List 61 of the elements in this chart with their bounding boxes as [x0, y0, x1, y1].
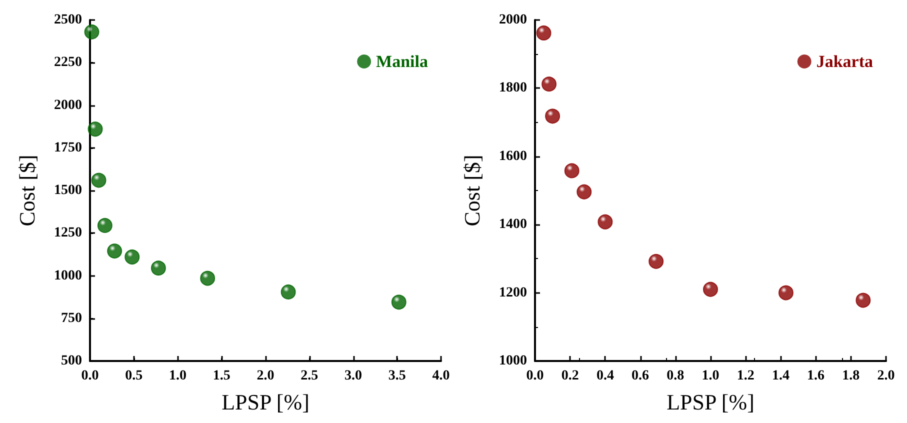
point	[598, 214, 613, 230]
y-tick-label: 2000	[499, 12, 527, 28]
x-tick-label: 2.0	[877, 368, 895, 384]
x-tick-label: 1.4	[772, 368, 790, 384]
point	[280, 284, 296, 300]
x-tick-label: 2.5	[300, 368, 318, 384]
point	[200, 270, 216, 286]
x-tick-label: 0.8	[666, 368, 684, 384]
x-tick-label: 1.0	[702, 368, 720, 384]
point	[391, 294, 406, 310]
point	[107, 244, 122, 259]
x-tick-label: 1.6	[807, 368, 825, 384]
point	[97, 218, 112, 233]
x-axis-title: LPSP [%]	[666, 390, 754, 414]
x-tick-label: 0.0	[526, 368, 544, 384]
x-tick-label: 0.0	[81, 368, 99, 384]
y-tick-label: 1500	[54, 183, 82, 198]
legend-label: Jakarta	[816, 52, 874, 71]
point	[536, 25, 552, 40]
point	[778, 285, 794, 300]
point	[648, 254, 664, 269]
point	[88, 122, 103, 137]
y-tick-label: 500	[61, 354, 82, 368]
y-tick-label: 1600	[499, 148, 527, 164]
x-tick-label: 3.0	[344, 368, 362, 384]
point	[564, 163, 580, 178]
point	[91, 172, 106, 188]
x-tick-label: 2.0	[256, 368, 274, 384]
point	[84, 24, 100, 40]
y-tick-label: 2000	[54, 98, 82, 113]
point	[576, 184, 592, 200]
x-tick-label: 3.5	[388, 368, 406, 384]
point	[542, 76, 557, 92]
y-axis-title: Cost [$]	[14, 154, 40, 226]
x-tick-label: 0.2	[561, 368, 579, 384]
x-tick-label: 0.5	[125, 368, 143, 384]
y-tick-label: 2500	[54, 12, 82, 28]
point	[150, 260, 166, 276]
x-tick-label: 4.0	[432, 368, 450, 384]
y-tick-label: 1400	[499, 217, 527, 232]
point	[703, 282, 718, 297]
y-tick-label: 1000	[499, 354, 527, 368]
y-tick-label: 1000	[54, 268, 82, 284]
legend-label: Manila	[376, 52, 428, 71]
y-tick-label: 1750	[54, 140, 82, 156]
x-tick-label: 0.6	[632, 368, 650, 384]
x-tick-label: 1.2	[736, 368, 754, 384]
x-tick-label: 1.5	[212, 368, 230, 384]
y-axis-title: Cost [$]	[460, 154, 484, 226]
y-tick-label: 750	[61, 310, 82, 326]
y-tick-label: 1800	[499, 80, 527, 96]
y-tick-label: 1250	[54, 226, 82, 241]
point	[856, 292, 871, 308]
x-tick-label: 1.8	[842, 368, 860, 384]
y-tick-label: 2250	[54, 55, 82, 70]
x-axis-title: LPSP [%]	[222, 390, 310, 414]
y-tick-label: 1200	[499, 285, 527, 300]
point	[124, 250, 140, 264]
x-tick-label: 0.4	[596, 368, 614, 384]
point	[545, 108, 560, 124]
x-tick-label: 1.0	[169, 368, 186, 384]
